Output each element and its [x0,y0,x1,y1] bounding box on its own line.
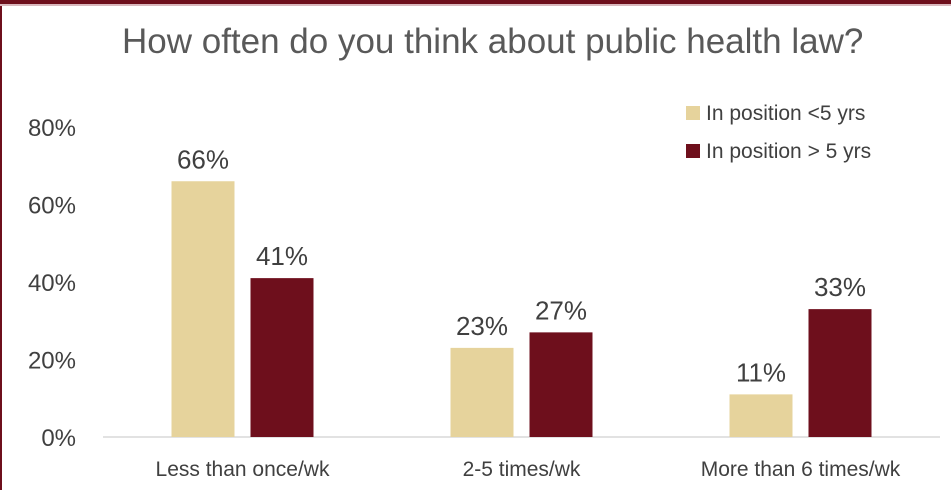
legend-label: In position <5 yrs [706,102,865,125]
y-tick-label: 40% [28,270,76,297]
data-label: 27% [535,295,587,325]
left-border [0,6,2,490]
y-tick-label: 20% [28,348,76,375]
data-label: 41% [256,241,308,271]
chart-title: How often do you think about public heal… [122,22,864,61]
x-category-label: 2-5 times/wk [463,458,581,481]
y-tick-label: 80% [28,115,76,142]
bar-under-5-yrs [729,394,793,437]
data-label: 23% [456,311,508,341]
x-category-label: Less than once/wk [156,458,330,481]
legend-swatch [686,106,700,120]
legend-swatch [686,144,700,158]
bar-over-5-yrs [808,309,872,437]
y-tick-label: 60% [28,193,76,220]
bar-under-5-yrs [171,181,235,437]
legend-label: In position > 5 yrs [706,140,871,163]
top-accent-line [0,4,951,6]
data-label: 11% [736,357,786,387]
bar-over-5-yrs [529,332,593,437]
y-tick-label: 0% [41,425,76,452]
bar-under-5-yrs [450,347,514,437]
top-accent-bar [0,0,951,4]
bar-over-5-yrs [250,278,314,437]
data-label: 33% [814,272,866,302]
data-label: 66% [177,144,229,174]
x-category-label: More than 6 times/wk [701,458,901,481]
